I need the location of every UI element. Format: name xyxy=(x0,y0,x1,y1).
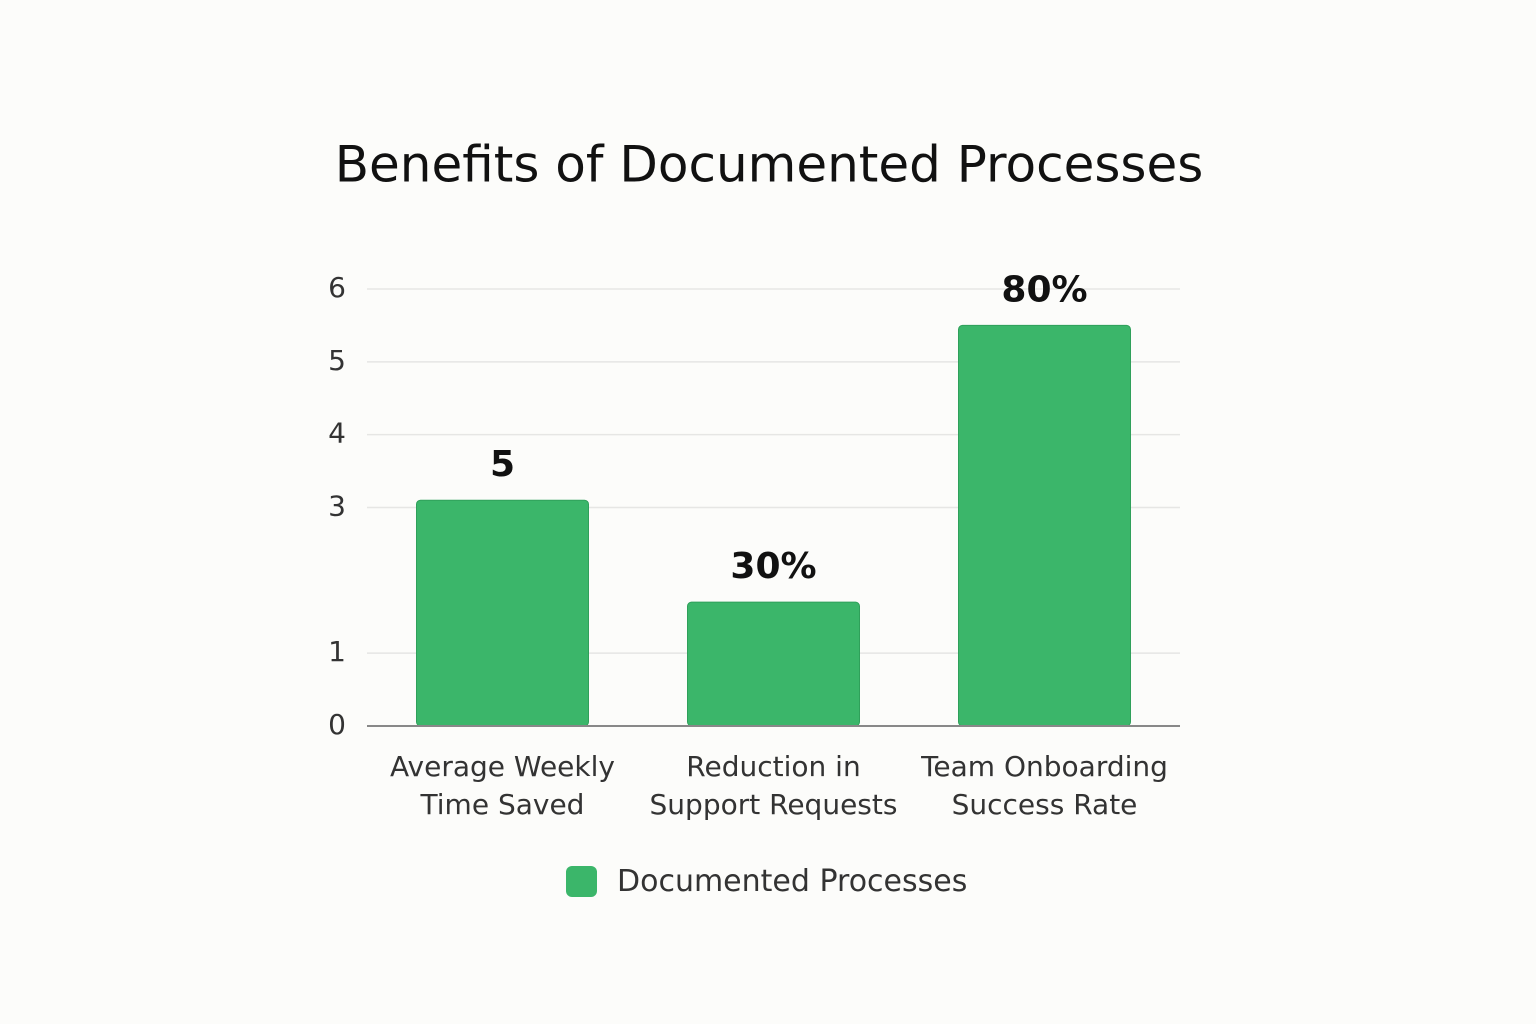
annotation: 30% xyxy=(730,546,816,587)
bar xyxy=(687,601,860,727)
y-tick-label: 6 xyxy=(328,271,346,304)
annotation: 80% xyxy=(1001,269,1087,310)
y-tick-label: 0 xyxy=(328,708,346,741)
x-tick-label: Team Onboarding Success Rate xyxy=(921,750,1168,821)
bar xyxy=(416,499,589,727)
legend-label: Documented Processes xyxy=(617,864,968,899)
y-tick-label: 4 xyxy=(328,417,346,450)
x-tick-label: Average Weekly Time Saved xyxy=(390,750,615,821)
y-tick-label: 3 xyxy=(328,490,346,523)
x-tick-label: Reduction in Support Requests xyxy=(649,750,898,821)
bar xyxy=(958,324,1131,727)
y-tick-label: 5 xyxy=(328,344,346,377)
annotation: 5 xyxy=(490,444,515,485)
chart-title: Benefits of Documented Processes xyxy=(335,136,1204,194)
legend-swatch xyxy=(566,866,597,897)
y-tick-label: 1 xyxy=(328,635,346,668)
legend: Documented Processes xyxy=(566,864,967,899)
